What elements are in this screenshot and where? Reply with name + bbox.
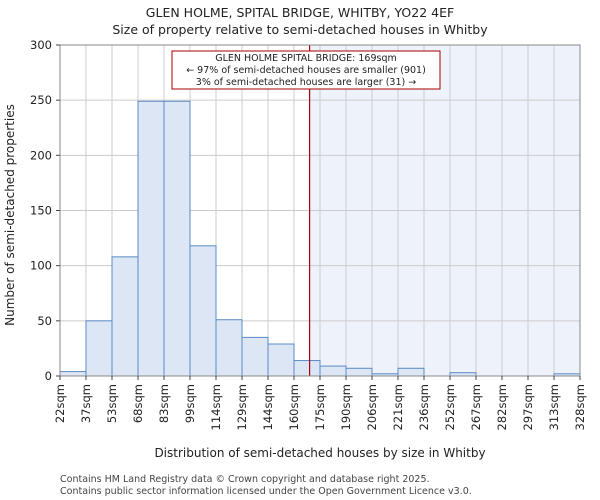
x-tick-label: 313sqm <box>547 384 561 430</box>
y-tick-label: 300 <box>30 38 52 52</box>
bar-221sqm <box>397 367 425 377</box>
x-axis: 22sqm 37sqm 53sqm 68sqm 83sqm 99sqm 114sqm 129s… <box>53 376 587 430</box>
y-axis-label: Number of semi-detached properties <box>3 104 17 326</box>
y-tick-label: 150 <box>30 204 52 218</box>
y-tick-label: 200 <box>30 148 52 162</box>
footer-line-1: Contains HM Land Registry data © Crown c… <box>60 474 430 485</box>
x-tick-label: 160sqm <box>287 384 301 430</box>
bar-160sqm <box>293 360 321 377</box>
x-tick-label: 129sqm <box>235 384 249 430</box>
annotation-box: GLEN HOLME SPITAL BRIDGE: 169sqm ← 97% o… <box>171 50 441 90</box>
x-tick-label: 236sqm <box>417 384 431 430</box>
annotation-line-1: GLEN HOLME SPITAL BRIDGE: 169sqm <box>215 53 397 64</box>
x-tick-label: 328sqm <box>573 384 587 430</box>
y-tick-label: 50 <box>37 314 52 328</box>
bar-22sqm <box>59 371 87 377</box>
y-tick-label: 0 <box>45 369 52 383</box>
bar-129sqm <box>241 336 269 377</box>
x-tick-label: 206sqm <box>365 384 379 430</box>
bars <box>59 100 581 377</box>
bar-99sqm <box>189 245 217 377</box>
footer-line-2: Contains public sector information licen… <box>60 486 472 497</box>
bar-83sqm <box>163 100 191 377</box>
y-tick-label: 100 <box>30 259 52 273</box>
y-tick-label: 250 <box>30 93 52 107</box>
x-tick-label: 22sqm <box>53 384 67 423</box>
x-tick-label: 267sqm <box>469 384 483 430</box>
bar-175sqm <box>319 365 347 377</box>
x-tick-label: 175sqm <box>313 384 327 430</box>
x-tick-label: 297sqm <box>521 384 535 430</box>
x-tick-label: 83sqm <box>157 384 171 423</box>
annotation-line-2: ← 97% of semi-detached houses are smalle… <box>186 65 426 76</box>
y-axis: 0 50 100 150 200 250 300 <box>30 38 60 383</box>
x-tick-label: 221sqm <box>391 384 405 430</box>
x-tick-label: 114sqm <box>209 384 223 430</box>
bar-144sqm <box>267 343 295 377</box>
bar-37sqm <box>85 320 113 377</box>
x-tick-label: 37sqm <box>79 384 93 423</box>
annotation-border <box>171 50 441 90</box>
bar-114sqm <box>215 319 243 377</box>
x-tick-label: 252sqm <box>443 384 457 430</box>
chart-subtitle: Size of property relative to semi-detach… <box>112 22 488 37</box>
chart-title: GLEN HOLME, SPITAL BRIDGE, WHITBY, YO22 … <box>146 5 454 20</box>
x-tick-label: 190sqm <box>339 384 353 430</box>
x-tick-label: 282sqm <box>495 384 509 430</box>
x-axis-label: Distribution of semi-detached houses by … <box>154 446 485 460</box>
annotation-line-3: 3% of semi-detached houses are larger (3… <box>196 77 416 88</box>
bar-53sqm <box>111 256 139 377</box>
bar-68sqm <box>137 100 165 377</box>
bar-190sqm <box>345 367 373 377</box>
x-tick-label: 53sqm <box>105 384 119 423</box>
x-tick-label: 99sqm <box>183 384 197 423</box>
x-tick-label: 68sqm <box>131 384 145 423</box>
x-tick-label: 144sqm <box>261 384 275 430</box>
